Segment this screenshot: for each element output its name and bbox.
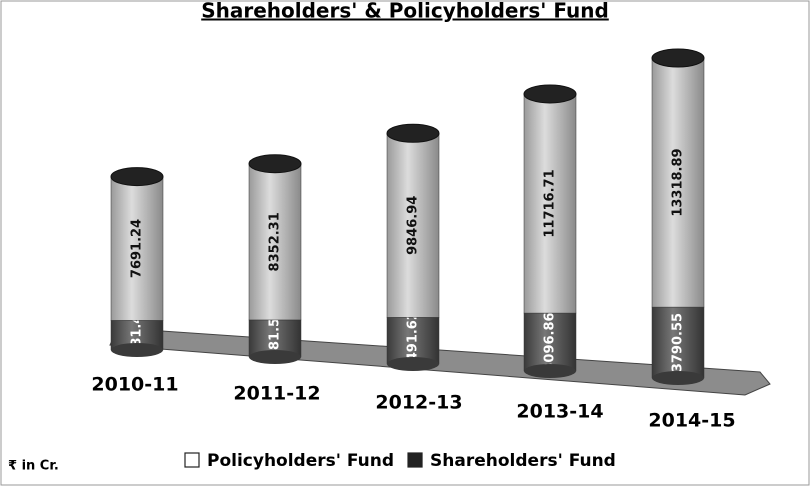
bar-top	[110, 167, 164, 187]
legend-swatch	[184, 452, 200, 468]
bar-base	[249, 350, 301, 364]
bar-segment	[386, 317, 440, 365]
data-label: 3790.55	[671, 313, 686, 372]
bar-segment	[386, 132, 440, 318]
bar-base	[652, 371, 704, 385]
bar-base	[524, 364, 576, 378]
x-tick-label: 2014-15	[648, 410, 735, 432]
legend-label: Shareholders' Fund	[430, 451, 616, 471]
bar-top	[248, 154, 302, 174]
bar-segment	[248, 163, 302, 321]
x-tick-label: 2010-11	[91, 374, 178, 396]
bar-segment	[523, 312, 577, 372]
data-label: 3096.86	[543, 312, 558, 371]
data-label: 9846.94	[406, 196, 421, 255]
data-label: 2491.62	[406, 311, 421, 370]
legend-swatch	[407, 452, 423, 468]
bar-segment	[651, 57, 705, 308]
data-label: 13318.89	[671, 148, 686, 216]
bar-base	[387, 357, 439, 371]
legend-label: Policyholders' Fund	[207, 451, 394, 471]
bar-top	[523, 84, 577, 104]
bar-segment	[523, 93, 577, 314]
bar-top	[651, 48, 705, 68]
bar-segment	[110, 176, 164, 321]
bar-top	[386, 123, 440, 143]
x-tick-label: 2011-12	[233, 383, 320, 405]
chart-title: Shareholders' & Policyholders' Fund	[201, 0, 609, 23]
data-label: 8352.31	[268, 212, 283, 271]
bar-base	[111, 343, 163, 357]
data-label: 11716.71	[543, 169, 558, 237]
x-tick-label: 2013-14	[516, 401, 603, 423]
unit-note: ₹ in Cr.	[8, 459, 59, 474]
x-tick-label: 2012-13	[375, 392, 462, 414]
data-label: 7691.24	[130, 219, 145, 278]
